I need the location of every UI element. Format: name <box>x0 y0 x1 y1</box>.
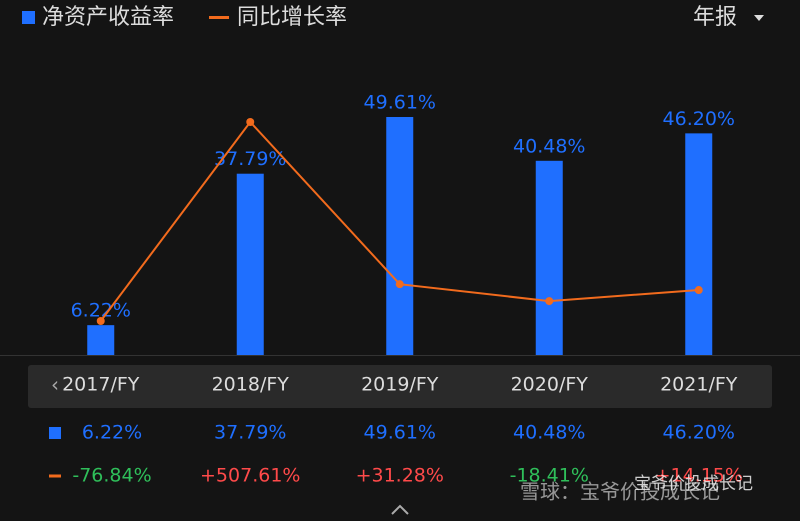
expand-arrow[interactable] <box>391 504 409 515</box>
bar <box>386 117 414 355</box>
prev-arrow[interactable]: ‹ <box>51 373 59 397</box>
bar-value-label: 37.79% <box>214 148 286 170</box>
x-tick-label: 2021/FY <box>660 374 738 396</box>
bar <box>236 173 264 355</box>
bar-value-label: 40.48% <box>513 135 585 157</box>
bar-value-label: 6.22% <box>71 300 131 322</box>
table-value: 46.20% <box>663 422 735 444</box>
table-value: +507.61% <box>200 465 300 487</box>
category-band <box>28 365 772 408</box>
watermark-account: 宝爷价投成长记 <box>634 474 753 494</box>
bar-value-label: 49.61% <box>364 92 436 114</box>
line-point <box>694 286 703 295</box>
x-tick-label: 2019/FY <box>361 374 439 396</box>
line-point <box>96 317 105 325</box>
bar <box>87 325 115 355</box>
table-value: 40.48% <box>513 422 585 444</box>
x-tick-label: 2017/FY <box>62 374 140 396</box>
table-value: 49.61% <box>364 422 436 444</box>
line-point <box>395 280 404 289</box>
legend-label: 净资产收益率 <box>42 5 174 30</box>
dropdown-caret[interactable] <box>754 15 764 21</box>
table-value: -18.41% <box>510 465 589 487</box>
watermark-platform: 雪球：宝爷价投成长记 <box>520 480 720 504</box>
table-value: -76.84% <box>72 465 151 487</box>
table-value: 6.22% <box>82 422 142 444</box>
x-tick-label: 2018/FY <box>212 374 290 396</box>
legend-label: 同比增长率 <box>237 5 347 30</box>
bar-value-label: 46.20% <box>663 108 735 130</box>
line-point <box>246 118 255 126</box>
bar <box>535 160 563 355</box>
table-value: +14.15% <box>655 465 743 487</box>
x-tick-label: 2020/FY <box>511 374 589 396</box>
legend-swatch <box>22 11 35 24</box>
table-value: +31.28% <box>356 465 444 487</box>
baseline <box>0 355 800 356</box>
line-point <box>545 297 554 306</box>
period-selector[interactable]: 年报 <box>693 5 737 30</box>
table-value: 37.79% <box>214 422 286 444</box>
bar <box>685 133 713 355</box>
legend-swatch <box>209 16 230 19</box>
row-swatch <box>49 474 61 478</box>
row-swatch <box>49 427 61 439</box>
